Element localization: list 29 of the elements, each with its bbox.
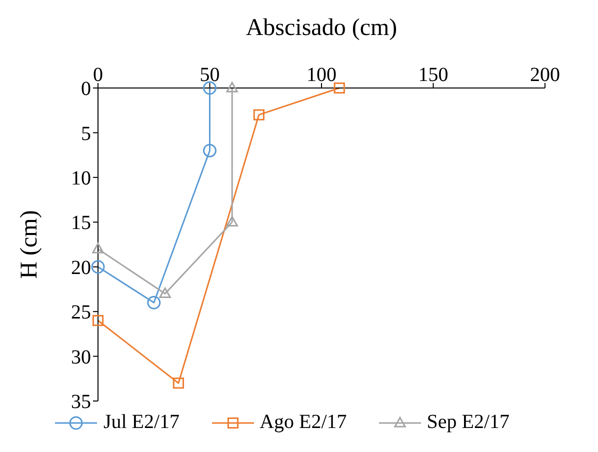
point bbox=[334, 82, 345, 94]
point bbox=[159, 288, 171, 298]
legend-label: Jul E2/17 bbox=[103, 411, 180, 434]
point bbox=[92, 242, 104, 254]
x-tick-label: 200 bbox=[530, 64, 560, 86]
x-tick-label: 150 bbox=[418, 64, 448, 86]
legend-label: Sep E2/17 bbox=[426, 411, 510, 434]
y-tick-label: 25 bbox=[71, 302, 91, 324]
y-tick-label: 15 bbox=[71, 212, 91, 234]
x-axis-title: Abscisado (cm) bbox=[246, 15, 398, 42]
point bbox=[203, 144, 216, 158]
y-axis-title: H (cm) bbox=[16, 210, 43, 279]
point bbox=[253, 109, 264, 120]
y-tick-label: 20 bbox=[71, 256, 91, 279]
point bbox=[147, 296, 161, 310]
legend-label: Ago E2/17 bbox=[260, 411, 347, 434]
y-tick-label: 0 bbox=[81, 78, 91, 100]
point bbox=[203, 81, 216, 95]
point bbox=[172, 378, 184, 389]
y-tick-label: 30 bbox=[71, 346, 91, 368]
point bbox=[91, 260, 105, 274]
point bbox=[226, 216, 238, 226]
y-tick-label: 35 bbox=[71, 391, 91, 414]
x-tick-label: 100 bbox=[306, 64, 336, 86]
x-tick-label: 50 bbox=[200, 64, 220, 86]
point bbox=[226, 82, 238, 92]
y-tick-label: 10 bbox=[71, 168, 91, 190]
y-tick-label: 5 bbox=[81, 122, 91, 145]
point bbox=[92, 314, 104, 326]
